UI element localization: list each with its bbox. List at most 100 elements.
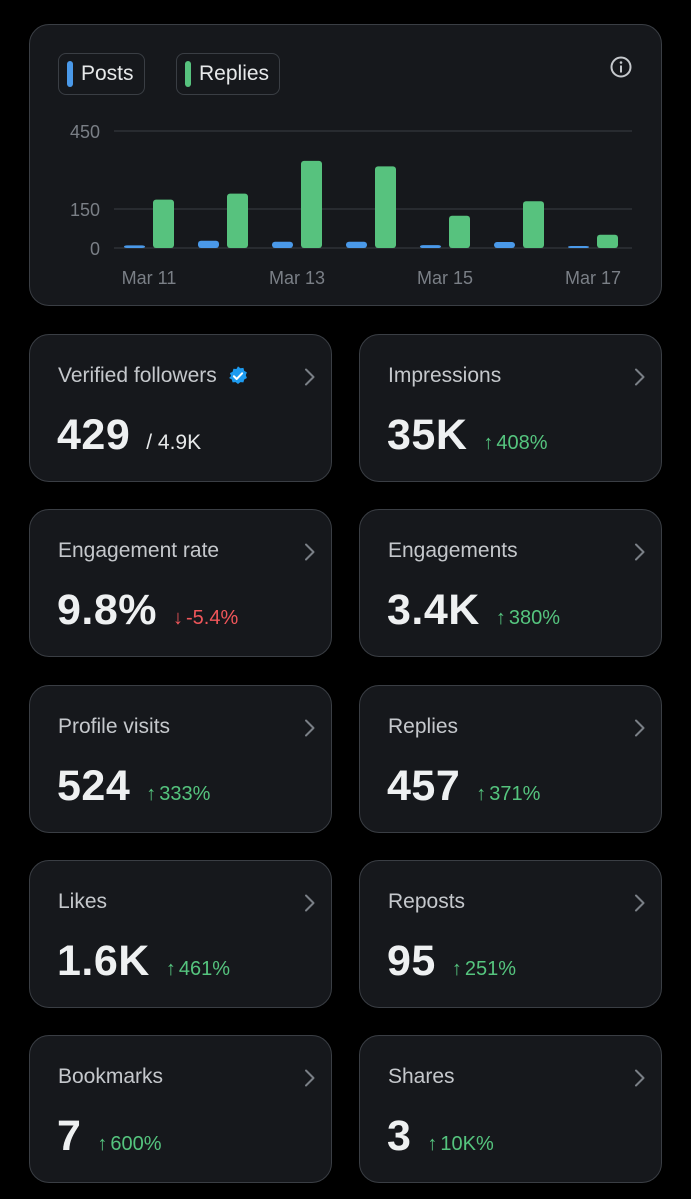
stat-change: ↑ 461% — [166, 958, 230, 981]
x-tick-label: Mar 15 — [417, 268, 473, 288]
bar-replies-mar-15[interactable] — [449, 215, 470, 248]
bar-posts-mar-16[interactable] — [494, 242, 515, 248]
stat-label: Impressions — [388, 364, 501, 388]
info-icon[interactable] — [609, 55, 633, 79]
bar-replies-mar-13[interactable] — [301, 160, 322, 248]
stat-card-engagements[interactable]: Engagements 3.4K ↑ 380% — [359, 509, 662, 657]
chevron-right-icon — [305, 368, 315, 386]
stat-change: ↑ 251% — [452, 958, 516, 981]
stat-value-row: 95 ↑ 251% — [387, 937, 516, 986]
stat-change: ↑ 600% — [97, 1133, 161, 1156]
legend-posts-label: Posts — [81, 62, 134, 85]
stat-label-text: Shares — [388, 1065, 455, 1088]
stat-value: 524 — [57, 762, 131, 810]
stat-label-text: Engagements — [388, 539, 518, 562]
chevron-right-icon — [305, 543, 315, 561]
chart-card: 0 150 450 Mar 11 Mar 13 Mar 15 Mar 17 Posts Re… — [29, 24, 662, 306]
verified-badge-icon — [228, 366, 247, 384]
y-tick-label: 150 — [70, 200, 100, 220]
arrow-down-icon: ↓ — [173, 607, 184, 629]
bar-replies-mar-11[interactable] — [153, 199, 174, 248]
stat-label: Bookmarks — [58, 1065, 163, 1089]
chevron-right-icon — [635, 543, 645, 561]
stat-label: Profile visits — [58, 715, 170, 739]
stat-value-row: 3 ↑ 10K% — [387, 1112, 494, 1161]
legend-replies-label: Replies — [199, 62, 270, 85]
stat-value: 35K — [387, 411, 468, 459]
arrow-up-icon: ↑ — [97, 1133, 108, 1155]
chevron-right-icon — [305, 1069, 315, 1087]
x-tick-label: Mar 17 — [565, 268, 621, 288]
bar-posts-mar-15[interactable] — [420, 245, 441, 248]
bar-replies-mar-12[interactable] — [227, 193, 248, 248]
stat-label: Verified followers — [58, 364, 249, 388]
stat-total: / 4.9K — [146, 431, 202, 454]
bar-replies-mar-17[interactable] — [597, 234, 618, 248]
stat-label: Likes — [58, 890, 107, 914]
replies-swatch — [185, 61, 191, 87]
stat-change: ↑ 371% — [476, 783, 540, 806]
bar-posts-mar-17[interactable] — [568, 246, 589, 248]
stat-value-row: 1.6K ↑ 461% — [57, 937, 230, 986]
stat-card-likes[interactable]: Likes 1.6K ↑ 461% — [29, 860, 332, 1008]
chevron-right-icon — [635, 719, 645, 737]
arrow-up-icon: ↑ — [495, 607, 506, 629]
stat-change-value: 380% — [508, 607, 560, 629]
stat-label: Engagements — [388, 539, 518, 563]
bar-replies-mar-16[interactable] — [523, 201, 544, 248]
y-tick-label: 450 — [70, 122, 100, 142]
stat-card-shares[interactable]: Shares 3 ↑ 10K% — [359, 1035, 662, 1183]
stat-card-verified-followers[interactable]: Verified followers 429 / 4.9K — [29, 334, 332, 482]
stat-value-row: 429 / 4.9K — [57, 411, 201, 460]
bar-replies-mar-14[interactable] — [375, 166, 396, 248]
stat-value-row: 524 ↑ 333% — [57, 762, 210, 811]
x-tick-label: Mar 11 — [122, 268, 177, 288]
stat-value-row: 457 ↑ 371% — [387, 762, 540, 811]
stat-label-text: Impressions — [388, 364, 502, 387]
stat-card-replies[interactable]: Replies 457 ↑ 371% — [359, 685, 662, 833]
stat-change-value: 10K% — [440, 1133, 494, 1155]
stat-label-text: Replies — [388, 715, 459, 738]
stat-label: Shares — [388, 1065, 455, 1089]
arrow-up-icon: ↑ — [427, 1133, 438, 1155]
stat-change: ↑ 333% — [146, 783, 210, 806]
stat-label-text: Profile visits — [58, 715, 171, 738]
stat-label: Reposts — [388, 890, 465, 914]
chevron-right-icon — [305, 719, 315, 737]
arrow-up-icon: ↑ — [476, 783, 487, 805]
stat-label-text: Engagement rate — [58, 539, 220, 562]
bar-posts-mar-11[interactable] — [124, 245, 145, 248]
stat-value-row: 9.8% ↓ -5.4% — [57, 586, 238, 635]
arrow-up-icon: ↑ — [146, 783, 157, 805]
stat-change: ↑ 408% — [483, 432, 547, 455]
stat-card-impressions[interactable]: Impressions 35K ↑ 408% — [359, 334, 662, 482]
stat-change: ↑ 380% — [496, 607, 560, 630]
stat-change-value: 371% — [489, 783, 541, 805]
stat-label-text: Reposts — [388, 890, 466, 913]
stat-value: 95 — [387, 937, 436, 985]
stat-change-value: 461% — [178, 958, 230, 980]
chevron-right-icon — [635, 368, 645, 386]
stat-card-profile-visits[interactable]: Profile visits 524 ↑ 333% — [29, 685, 332, 833]
chevron-right-icon — [635, 1069, 645, 1087]
stat-label: Engagement rate — [58, 539, 219, 563]
x-tick-label: Mar 13 — [269, 268, 325, 288]
stat-value: 457 — [387, 762, 461, 810]
bar-posts-mar-12[interactable] — [198, 240, 219, 248]
stat-change: ↓ -5.4% — [173, 607, 238, 630]
legend-replies-toggle[interactable]: Replies — [176, 53, 281, 95]
stat-value-row: 7 ↑ 600% — [57, 1112, 162, 1161]
stat-change-value: -5.4% — [186, 607, 239, 629]
arrow-up-icon: ↑ — [483, 432, 494, 454]
stat-change-value: 600% — [110, 1133, 162, 1155]
bar-posts-mar-14[interactable] — [346, 241, 367, 248]
stat-label-text: Likes — [58, 890, 108, 913]
stat-label: Replies — [388, 715, 458, 739]
bar-posts-mar-13[interactable] — [272, 241, 293, 248]
stat-card-bookmarks[interactable]: Bookmarks 7 ↑ 600% — [29, 1035, 332, 1183]
stat-card-reposts[interactable]: Reposts 95 ↑ 251% — [359, 860, 662, 1008]
arrow-up-icon: ↑ — [165, 958, 176, 980]
stat-value: 9.8% — [57, 586, 158, 634]
legend-posts-toggle[interactable]: Posts — [58, 53, 145, 95]
stat-card-engagement-rate[interactable]: Engagement rate 9.8% ↓ -5.4% — [29, 509, 332, 657]
